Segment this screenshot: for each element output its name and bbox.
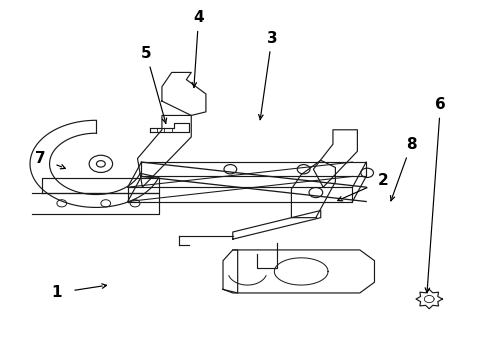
Text: 6: 6 <box>435 97 446 112</box>
Text: 4: 4 <box>193 10 204 26</box>
Text: 8: 8 <box>406 138 416 152</box>
Text: 7: 7 <box>35 151 46 166</box>
Text: 5: 5 <box>141 46 151 61</box>
Text: 3: 3 <box>267 31 277 46</box>
Text: 2: 2 <box>377 173 388 188</box>
Text: 1: 1 <box>51 285 62 301</box>
